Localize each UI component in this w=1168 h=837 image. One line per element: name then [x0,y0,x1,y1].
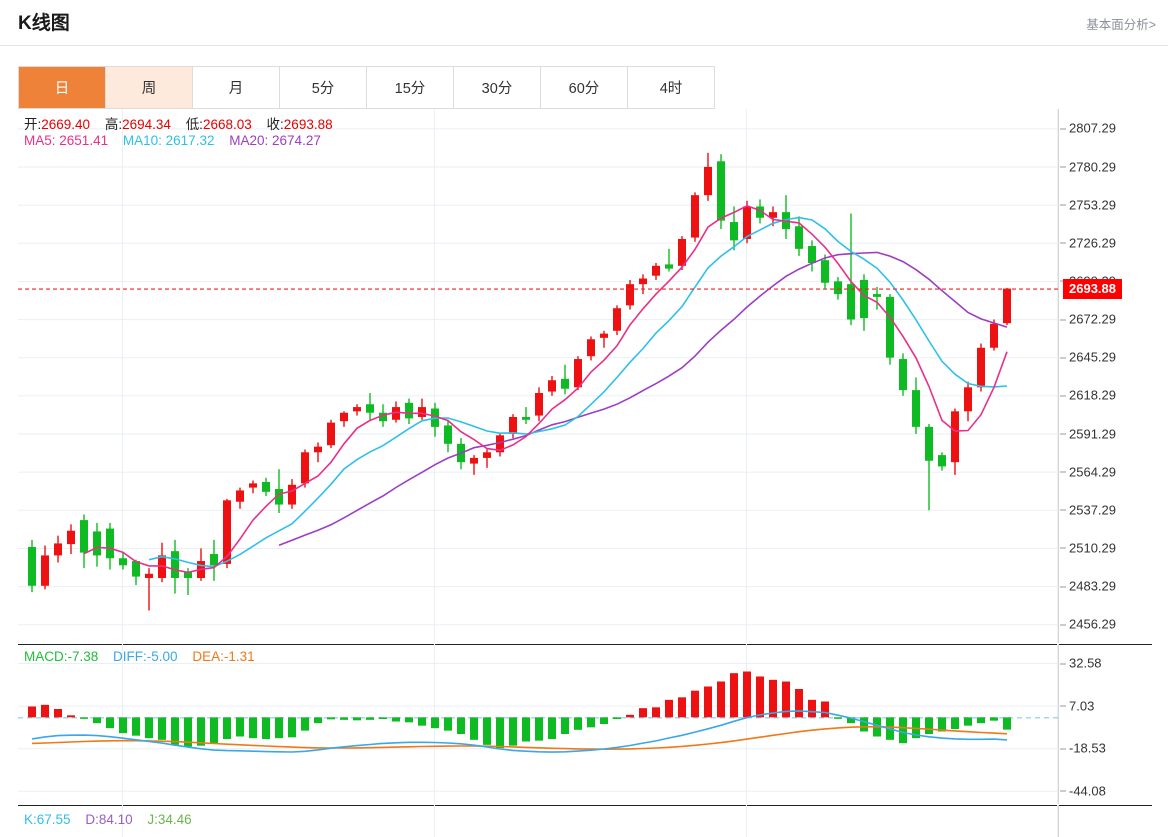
macd-legend: MACD:-7.38 DIFF:-5.00 DEA:-1.31 [24,649,255,664]
kdj-plot[interactable] [18,805,1058,837]
kdj-legend: K:67.55 D:84.10 J:34.46 [24,812,192,827]
low-value: 2668.03 [202,117,252,132]
tab-label: 30分 [481,81,513,97]
open-label: 开: [24,117,42,132]
tab-0[interactable]: 日 [19,67,106,108]
tab-3[interactable]: 5分 [280,67,367,108]
low-label: 低: [185,117,203,132]
kdj-axis-divider [1058,805,1059,837]
ma10-value: 2617.32 [165,133,215,148]
tab-label: 日 [54,81,70,97]
dea-label: DEA: [192,649,224,664]
price-plot[interactable] [18,109,1058,643]
price-axis-tick: 2807.29 [1060,121,1116,136]
fundamental-analysis-link[interactable]: 基本面分析> [1086,18,1156,32]
macd-axis-tick: -44.08 [1060,783,1106,798]
chart-area: 2807.292780.292753.292726.292699.292672.… [18,109,1152,837]
macd-label: MACD: [24,649,68,664]
diff-label: DIFF: [113,649,147,664]
price-axis-divider [1058,109,1059,643]
ma20-value: 2674.27 [272,133,321,148]
price-axis-tick: 2753.29 [1060,197,1116,212]
macd-axis-divider [1058,644,1059,804]
k-value: 67.55 [36,812,71,827]
d-label: D: [85,812,99,827]
macd-axis-tick: -18.53 [1060,741,1106,756]
ma5-label: MA5: [24,133,56,148]
tab-label: 5分 [311,81,335,97]
ma20-label: MA20: [229,133,269,148]
price-axis: 2807.292780.292753.292726.292699.292672.… [1059,109,1152,643]
page-title: K线图 [18,13,70,34]
ma10-label: MA10: [122,133,162,148]
high-value: 2694.34 [122,117,171,132]
price-axis-tick: 2510.29 [1060,540,1116,555]
price-axis-tick: 2456.29 [1060,617,1116,632]
high-label: 高: [104,117,123,132]
kdj-panel[interactable]: K:67.55 D:84.10 J:34.46 [18,805,1152,837]
tab-1[interactable]: 周 [106,67,193,108]
price-axis-tick: 2591.29 [1060,426,1116,441]
macd-axis: 32.58 7.03 -18.53 -44.08 [1059,644,1152,804]
price-axis-tick: 2483.29 [1060,579,1116,594]
timeframe-tabbar: 日 周 月 5分 15分 30分 60分 4时 [18,66,715,109]
price-axis-tick: 2672.29 [1060,312,1116,327]
close-value: 2693.88 [283,117,333,132]
tab-label: 4时 [659,81,683,97]
open-value: 2669.40 [41,117,91,132]
tab-2[interactable]: 月 [193,67,280,108]
tab-7[interactable]: 4时 [628,67,715,108]
j-label: J: [147,812,158,827]
macd-plot[interactable] [18,644,1058,804]
current-price-badge: 2693.88 [1063,278,1122,299]
tab-label: 60分 [568,81,600,97]
ohlc-legend: 开:2669.40 高:2694.34 低:2668.03 收:2693.88 [24,113,333,133]
diff-value: -5.00 [146,649,178,664]
price-panel[interactable]: 2807.292780.292753.292726.292699.292672.… [18,109,1152,643]
d-value: 84.10 [98,812,133,827]
tab-6[interactable]: 60分 [541,67,628,108]
j-value: 34.46 [157,812,192,827]
tab-label: 周 [141,81,157,97]
page-header: K线图 基本面分析> [0,0,1168,46]
dea-value: -1.31 [223,649,255,664]
price-axis-tick: 2537.29 [1060,502,1116,517]
price-axis-tick: 2726.29 [1060,235,1116,250]
tab-label: 月 [228,81,244,97]
price-axis-tick: 2564.29 [1060,464,1116,479]
macd-panel-top-border [18,644,1152,645]
close-label: 收: [266,117,284,132]
tab-4[interactable]: 15分 [367,67,454,108]
price-axis-tick: 2618.29 [1060,388,1116,403]
price-axis-tick: 2780.29 [1060,159,1116,174]
macd-panel[interactable]: 32.58 7.03 -18.53 -44.08 MACD:-7.38 DIFF:-5… [18,644,1152,804]
ma5-value: 2651.41 [59,133,109,148]
ma-legend: MA5: 2651.41 MA10: 2617.32 MA20: 2674.27 [24,133,321,148]
k-label: K: [24,812,37,827]
macd-axis-tick: 32.58 [1060,656,1102,671]
price-axis-tick: 2645.29 [1060,350,1116,365]
tab-5[interactable]: 30分 [454,67,541,108]
kdj-panel-top-border [18,805,1152,806]
macd-value: -7.38 [67,649,99,664]
macd-axis-tick: 7.03 [1060,698,1094,713]
tab-label: 15分 [394,81,426,97]
